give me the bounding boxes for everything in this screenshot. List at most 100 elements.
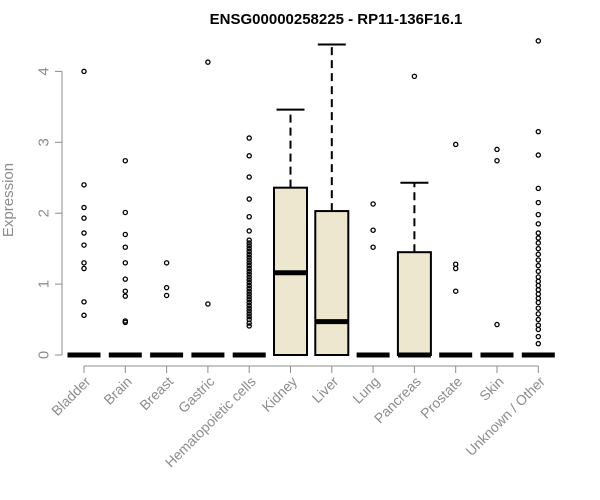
outlier-point: [535, 185, 542, 192]
outlier-point: [246, 288, 252, 294]
outlier-point: [246, 294, 252, 300]
outlier-point: [122, 288, 129, 294]
outlier-point: [81, 215, 87, 221]
outlier-point: [246, 245, 252, 252]
outlier-point: [246, 320, 252, 326]
outlier-point: [246, 257, 252, 263]
outlier-point: [535, 316, 542, 323]
outlier-point: [246, 237, 252, 243]
outlier-point: [122, 276, 129, 282]
outlier-point: [122, 319, 129, 326]
plot-area: [67, 38, 555, 358]
outlier-point: [246, 213, 252, 220]
outlier-point: [122, 209, 129, 216]
outlier-point: [535, 305, 542, 311]
outlier-point: [535, 282, 542, 289]
outlier-point: [370, 227, 376, 233]
outlier-point: [246, 323, 252, 329]
outlier-point: [535, 221, 542, 227]
outlier-point: [246, 305, 252, 311]
y-tick-label: 3: [35, 138, 52, 146]
outlier-point: [535, 268, 542, 275]
outlier-point: [246, 274, 252, 280]
outlier-point: [535, 274, 542, 280]
outlier-point: [246, 268, 252, 275]
outlier-point: [246, 254, 252, 260]
x-tick-label-kidney: Kidney: [258, 373, 300, 415]
outlier-point: [452, 261, 459, 267]
outlier-point: [535, 257, 542, 263]
outlier-point: [246, 279, 252, 286]
outlier-point: [535, 311, 542, 317]
outlier-point: [246, 251, 252, 258]
outlier-point: [535, 38, 542, 44]
y-tick-label: 2: [35, 209, 52, 217]
outlier-point: [535, 287, 542, 293]
outlier-point: [535, 326, 542, 333]
outlier-point: [246, 285, 252, 292]
outlier-point: [246, 277, 252, 283]
outlier-point: [81, 299, 87, 305]
y-axis-label: Expression: [0, 163, 17, 237]
outlier-point: [246, 308, 252, 314]
outlier-point: [494, 157, 500, 164]
outlier-point: [246, 271, 252, 277]
outlier-point: [535, 340, 542, 347]
outlier-point: [246, 265, 252, 272]
outlier-point: [81, 242, 87, 248]
outlier-point: [535, 230, 542, 236]
outlier-point: [370, 244, 376, 250]
outlier-point: [246, 282, 252, 289]
outlier-point: [452, 141, 459, 148]
outlier-point: [370, 201, 376, 207]
outlier-point: [81, 230, 87, 236]
outlier-point: [535, 251, 542, 258]
x-tick-label-prostate: Prostate: [417, 373, 465, 421]
outlier-point: [81, 182, 87, 188]
box-unknown-other: [521, 38, 555, 358]
box-gastric: [191, 59, 225, 358]
box-brain: [108, 157, 142, 358]
outlier-point: [246, 302, 252, 309]
y-axis: 0 1 2 3 4: [35, 67, 63, 359]
outlier-point: [246, 174, 252, 180]
y-tick-label: 0: [35, 351, 52, 359]
box-pancreas: [396, 73, 432, 358]
outlier-point: [122, 260, 129, 266]
outlier-point: [122, 157, 129, 164]
outlier-point: [494, 146, 500, 153]
outlier-point: [246, 291, 252, 297]
x-tick-label-breast: Breast: [136, 373, 176, 413]
outlier-point: [81, 265, 87, 272]
outlier-point: [163, 260, 170, 266]
x-tick-label-skin: Skin: [476, 373, 507, 404]
outlier-point: [535, 240, 542, 246]
outlier-point: [535, 245, 542, 252]
chart-title: ENSG00000258225 - RP11-136F16.1: [210, 11, 463, 28]
outlier-point: [246, 311, 252, 317]
box-lung: [356, 201, 390, 358]
outlier-point: [205, 59, 211, 65]
box-kidney: [273, 108, 308, 356]
outlier-point: [535, 291, 542, 297]
y-tick-label: 4: [35, 67, 52, 75]
outlier-point: [494, 321, 500, 328]
box-hematopoietic-cells: [232, 135, 266, 358]
outlier-point: [81, 68, 87, 75]
box-prostate: [439, 141, 473, 358]
x-tick-label-lung: Lung: [349, 373, 382, 406]
outlier-point: [246, 228, 252, 234]
outlier-point: [246, 248, 252, 255]
outlier-point: [452, 265, 459, 272]
x-tick-label-bladder: Bladder: [48, 373, 94, 419]
outlier-point: [246, 299, 252, 306]
outlier-point: [535, 333, 542, 340]
outlier-point: [205, 301, 211, 307]
outlier-point: [246, 260, 252, 266]
outlier-point: [535, 211, 542, 218]
box-liver: [314, 43, 350, 356]
outlier-point: [535, 128, 542, 135]
outlier-point: [122, 231, 129, 238]
y-tick-label: 1: [35, 280, 52, 288]
